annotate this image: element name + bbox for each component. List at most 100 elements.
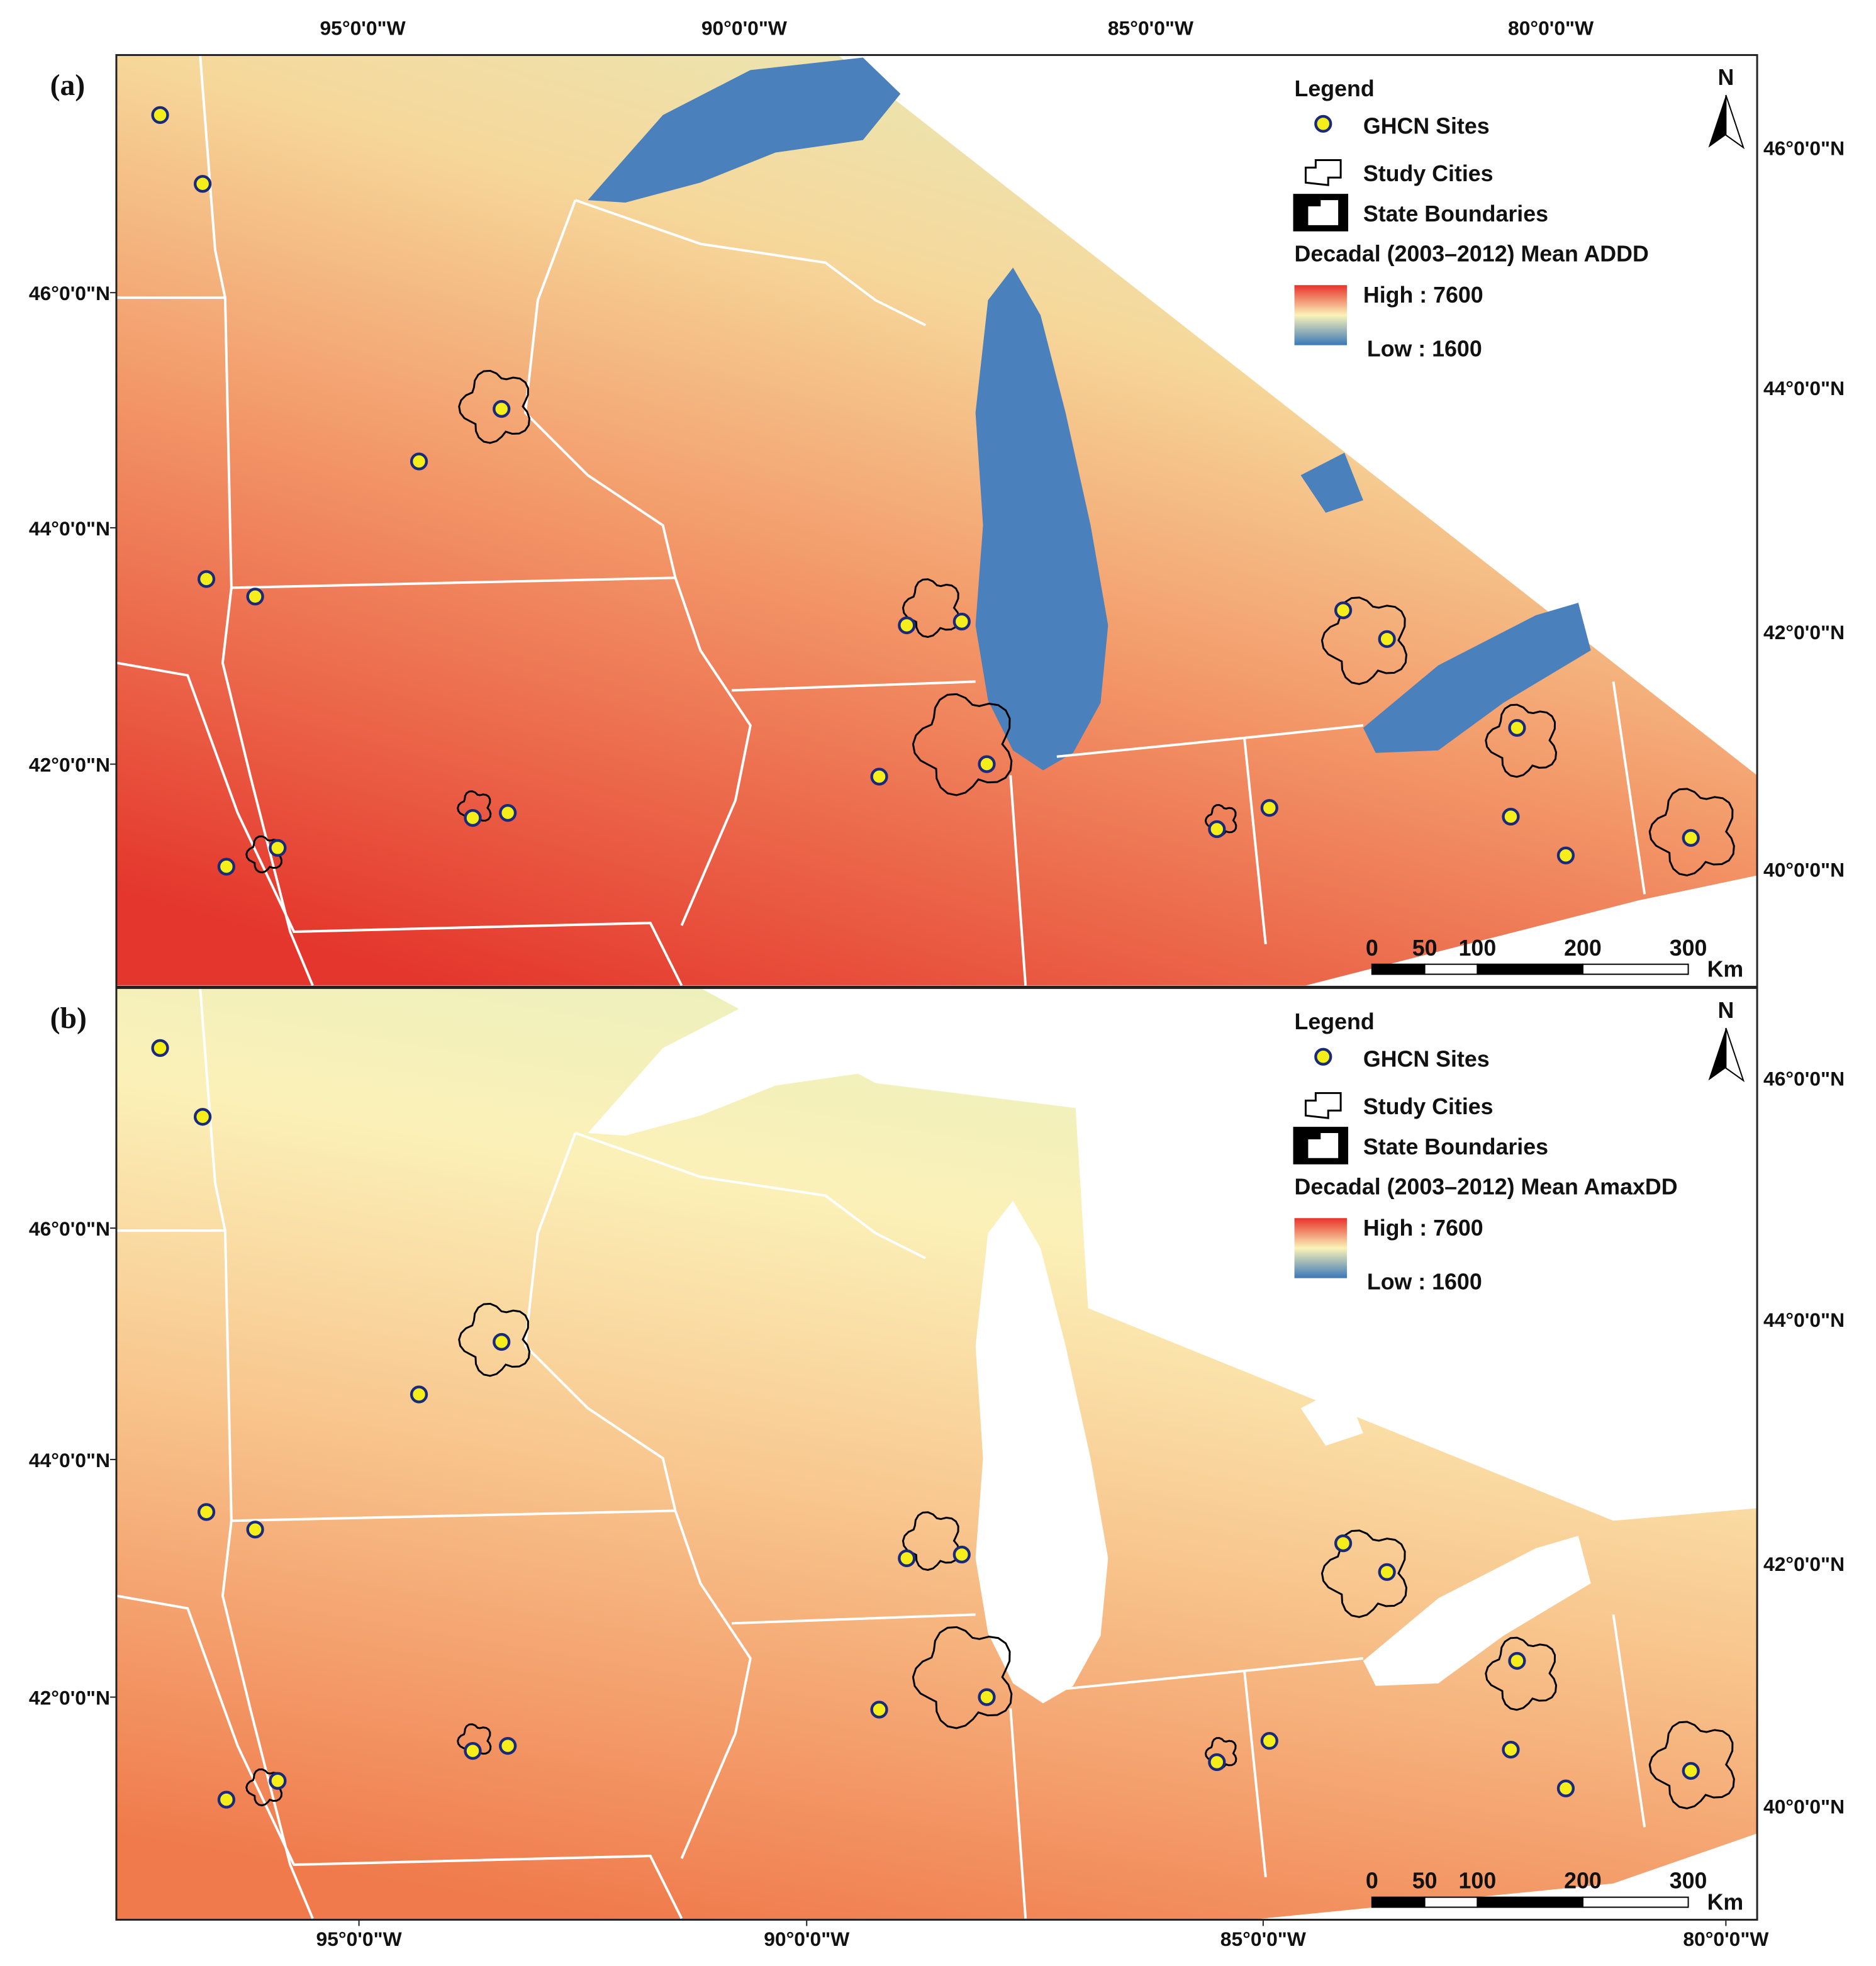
ghcn-site bbox=[269, 1772, 287, 1790]
ghcn-site bbox=[1682, 1762, 1700, 1780]
scale-segment bbox=[1371, 963, 1426, 975]
lat-label: 40°0'0"N bbox=[1763, 1795, 1845, 1818]
panel-label: (a) bbox=[50, 69, 86, 102]
ghcn-site bbox=[978, 755, 996, 773]
ghcn-site bbox=[151, 1039, 169, 1057]
study-city bbox=[1204, 803, 1237, 837]
legend-title: Legend bbox=[1295, 1009, 1375, 1034]
study-city bbox=[912, 693, 1013, 796]
ghcn-site bbox=[1208, 1753, 1226, 1772]
lake bbox=[1363, 603, 1591, 753]
legend: Legend GHCN Sites Study Cities State Bounda… bbox=[1293, 65, 1745, 982]
legend-title: Legend bbox=[1295, 76, 1375, 101]
ghcn-site bbox=[1260, 799, 1278, 817]
lon-label: 90°0'0"W bbox=[764, 1928, 849, 1950]
panel-frame bbox=[115, 53, 1758, 988]
state-boundary bbox=[1612, 1614, 1646, 1828]
scale-label: 50 bbox=[1412, 936, 1438, 961]
scale-unit: Km bbox=[1707, 957, 1744, 982]
lake bbox=[975, 1200, 1108, 1704]
scale-unit: Km bbox=[1707, 1890, 1744, 1915]
state-boundary bbox=[574, 199, 927, 327]
ghcn-site bbox=[217, 1790, 235, 1809]
lon-label: 95°0'0"W bbox=[316, 1928, 402, 1950]
lat-label: 46°0'0"N bbox=[29, 282, 110, 304]
study-city bbox=[902, 578, 961, 639]
ghcn-site bbox=[217, 857, 235, 876]
ghcn-site bbox=[410, 452, 428, 471]
scale-segment bbox=[1477, 1896, 1583, 1908]
state-boundary bbox=[1243, 1670, 1267, 1878]
state-boundary bbox=[523, 1132, 752, 1859]
ghcn-site bbox=[193, 1108, 212, 1126]
ghcn-site bbox=[193, 175, 212, 193]
state-boundary bbox=[116, 296, 676, 589]
lake bbox=[1300, 1385, 1363, 1446]
legend-ramp bbox=[1294, 1218, 1348, 1278]
legend-ramp-title: Decadal (2003–2012) Mean ADDD bbox=[1295, 241, 1649, 266]
lake bbox=[1300, 452, 1363, 513]
study-city bbox=[457, 790, 492, 826]
lon-label: 95°0'0"W bbox=[320, 17, 406, 40]
scale-label: 50 bbox=[1412, 1868, 1438, 1894]
legend-ramp bbox=[1294, 285, 1348, 345]
ghcn-site bbox=[952, 1545, 971, 1564]
lat-label: 40°0'0"N bbox=[1763, 859, 1845, 881]
study-city bbox=[902, 1511, 961, 1572]
scale-label: 200 bbox=[1564, 936, 1602, 961]
study-city bbox=[1485, 1636, 1558, 1711]
state-boundary bbox=[523, 199, 752, 926]
scale-label: 100 bbox=[1459, 936, 1497, 961]
ghcn-site bbox=[870, 768, 888, 786]
legend-item: State Boundaries bbox=[1363, 201, 1548, 226]
legend-state-in bbox=[1308, 200, 1339, 225]
ghcn-site bbox=[269, 839, 287, 857]
lake bbox=[588, 990, 901, 1136]
state-boundary bbox=[1009, 775, 1027, 986]
state-boundary bbox=[1612, 681, 1646, 895]
ghcn-site bbox=[1334, 601, 1353, 620]
ghcn-site bbox=[246, 1521, 264, 1539]
ghcn-site bbox=[493, 1332, 511, 1351]
lat-label: 42°0'0"N bbox=[1763, 621, 1845, 644]
north-arrow bbox=[1708, 1028, 1726, 1081]
state-boundary bbox=[1056, 1656, 1364, 1691]
ghcn-site bbox=[1682, 829, 1700, 847]
state-boundary bbox=[199, 988, 226, 1231]
state-boundary bbox=[1243, 737, 1267, 945]
panel-label: (b) bbox=[50, 1002, 87, 1035]
study-city bbox=[1485, 703, 1558, 778]
no-data bbox=[1305, 875, 1758, 986]
ghcn-site bbox=[898, 616, 916, 635]
scale-label: 0 bbox=[1366, 936, 1378, 961]
no-data bbox=[700, 988, 1758, 1521]
north-arrow bbox=[1708, 95, 1726, 148]
ghcn-site bbox=[464, 808, 482, 827]
state-boundary bbox=[731, 1613, 976, 1625]
map-content bbox=[116, 988, 1758, 1920]
state-boundary bbox=[116, 1229, 676, 1522]
ghcn-site bbox=[493, 399, 511, 418]
ghcn-site bbox=[952, 612, 971, 631]
scale-label: 100 bbox=[1459, 1868, 1497, 1894]
scale-segment bbox=[1371, 1896, 1426, 1908]
lat-label: 42°0'0"N bbox=[1763, 1553, 1845, 1575]
legend-site bbox=[1314, 1047, 1332, 1066]
ghcn-site bbox=[464, 1741, 482, 1760]
legend-low: Low : 1600 bbox=[1367, 337, 1482, 362]
study-city bbox=[457, 1723, 492, 1759]
ghcn-site bbox=[410, 1385, 428, 1404]
study-city bbox=[912, 1626, 1013, 1729]
legend-ramp-title: Decadal (2003–2012) Mean AmaxDD bbox=[1295, 1174, 1678, 1199]
ghcn-site bbox=[1508, 718, 1526, 737]
ghcn-site bbox=[1334, 1534, 1353, 1553]
lake bbox=[975, 267, 1108, 771]
lon-label: 85°0'0"W bbox=[1108, 17, 1193, 40]
legend-state-in bbox=[1308, 1133, 1339, 1158]
state-boundary bbox=[731, 680, 976, 692]
ghcn-site bbox=[499, 804, 517, 822]
lat-label: 46°0'0"N bbox=[1763, 1068, 1845, 1090]
legend: Legend GHCN Sites Study Cities State Bounda… bbox=[1293, 998, 1745, 1915]
legend-city bbox=[1304, 1092, 1342, 1119]
